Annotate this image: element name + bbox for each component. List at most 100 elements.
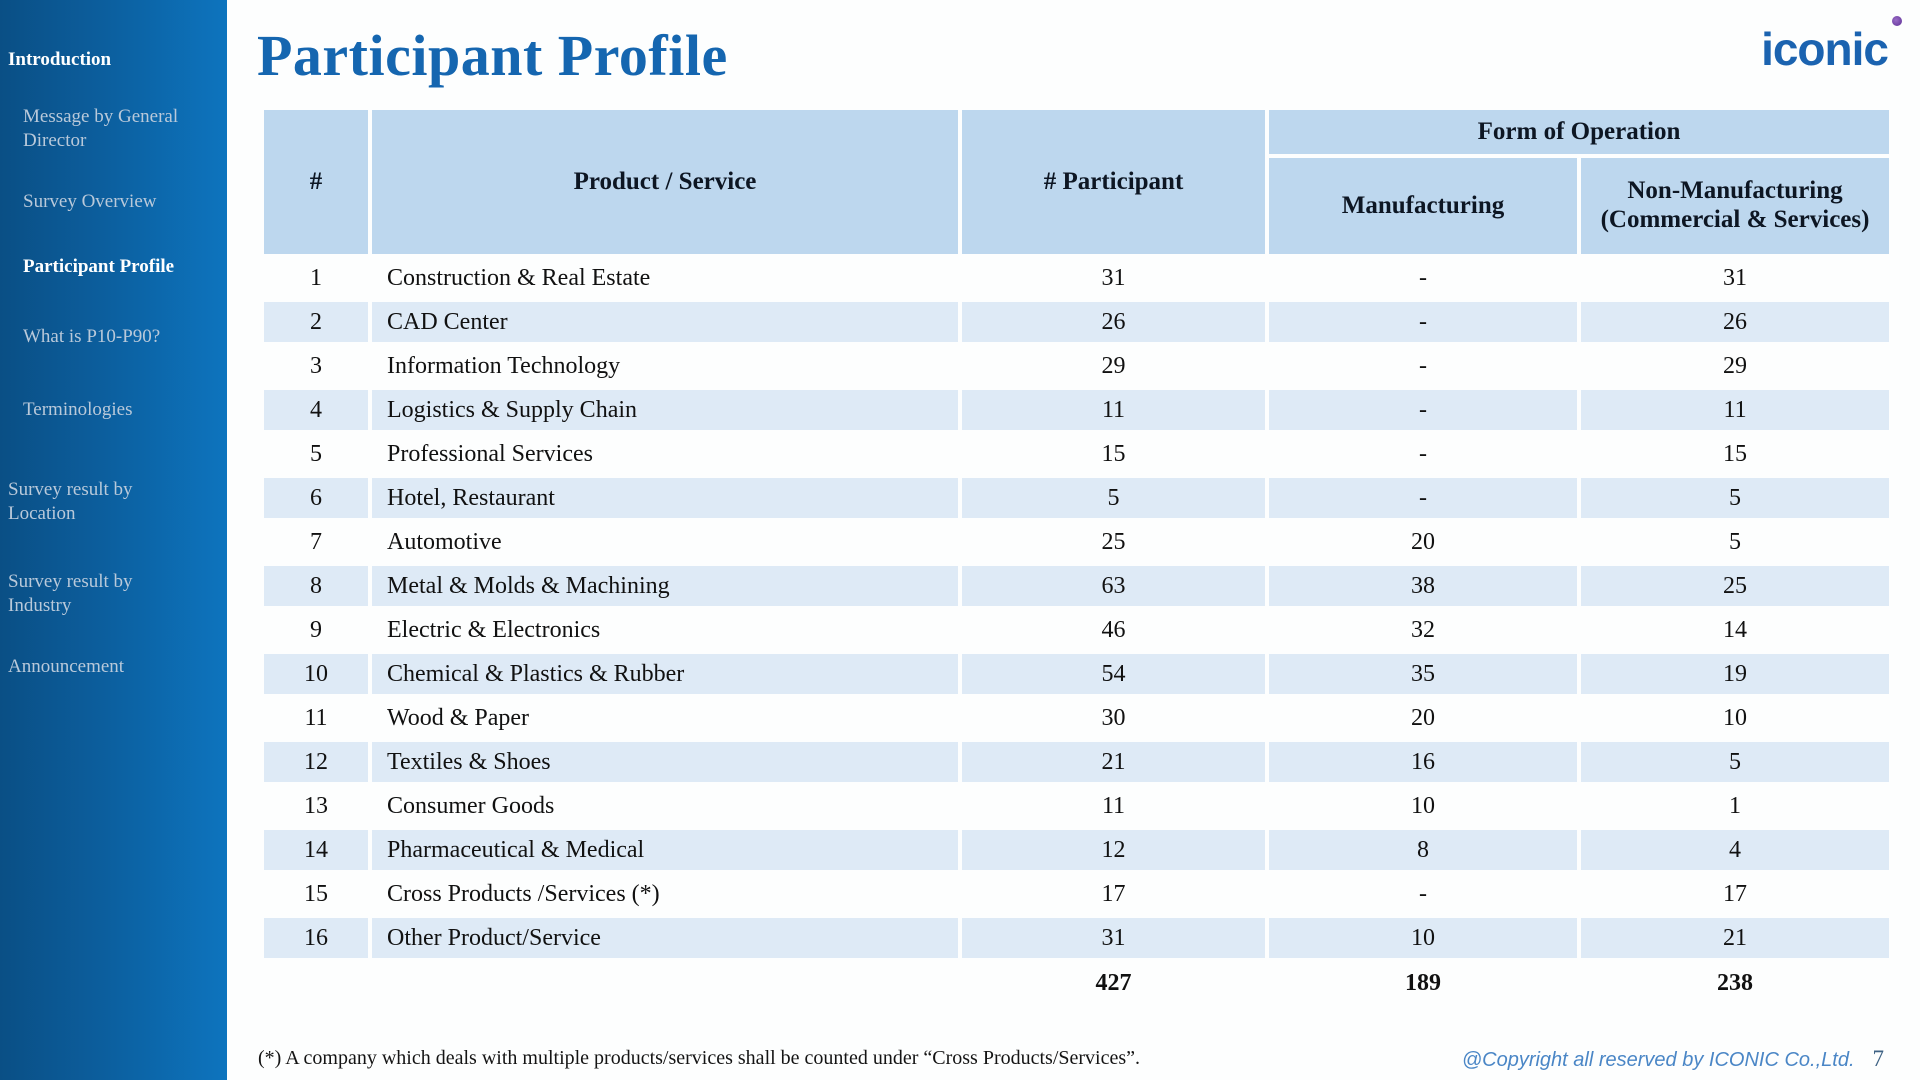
cell-participant: 26 xyxy=(962,302,1265,342)
table-row: 10 Chemical & Plastics & Rubber 54 35 19 xyxy=(264,654,1890,694)
cell-participant: 46 xyxy=(1101,616,1126,643)
cell-non-manufacturing: 10 xyxy=(1723,704,1747,731)
cell-num: 12 xyxy=(264,742,368,782)
cell-participant: 31 xyxy=(1101,264,1126,291)
cell-product: CAD Center xyxy=(372,302,958,342)
cell-manufacturing: - xyxy=(1419,352,1427,379)
sidebar-item-introduction[interactable]: Introduction xyxy=(8,49,112,70)
cell-num: 2 xyxy=(264,302,368,342)
sidebar-item-what-is-p10-p90[interactable]: What is P10-P90? xyxy=(23,326,161,347)
col-header-non-manufacturing: Non-Manufacturing (Commercial & Services… xyxy=(1581,158,1890,254)
cell-empty xyxy=(264,962,368,1004)
slide-content: iconic Participant Profile # Product / S… xyxy=(227,0,1920,1080)
sidebar-item-survey-overview[interactable]: Survey Overview xyxy=(23,191,157,212)
cell-manufacturing: 10 xyxy=(1411,792,1435,819)
total-participant: 427 xyxy=(1095,969,1132,996)
footnote: (*) A company which deals with multiple … xyxy=(258,1047,1141,1069)
cell-non-manufacturing: 1 xyxy=(1729,792,1741,819)
cell-manufacturing: 16 xyxy=(1269,742,1577,782)
cell-product: Information Technology xyxy=(387,352,621,379)
table-row: 16 Other Product/Service 31 10 21 xyxy=(264,918,1890,958)
cell-manufacturing: - xyxy=(1419,880,1427,907)
cell-product: Cross Products /Services (*) xyxy=(387,880,660,907)
cell-manufacturing: 10 xyxy=(1269,918,1577,958)
cell-participant: 54 xyxy=(962,654,1265,694)
table-row: 4 Logistics & Supply Chain 11 - 11 xyxy=(264,390,1890,430)
cell-non-manufacturing: 17 xyxy=(1723,880,1747,907)
cell-num: 3 xyxy=(310,352,322,379)
cell-num: 8 xyxy=(264,566,368,606)
col-header-product: Product / Service xyxy=(372,110,958,254)
col-header-num: # xyxy=(264,110,368,254)
table-row: 15 Cross Products /Services (*) 17 - 17 xyxy=(264,874,1889,914)
cell-manufacturing: - xyxy=(1419,264,1427,291)
cell-non-manufacturing: 26 xyxy=(1581,302,1890,342)
cell-empty xyxy=(372,962,958,1004)
cell-manufacturing: 35 xyxy=(1269,654,1577,694)
table-row: 9 Electric & Electronics 46 32 14 xyxy=(264,610,1889,650)
cell-participant: 15 xyxy=(1101,440,1126,467)
table-row: 11 Wood & Paper 30 20 10 xyxy=(264,698,1889,738)
table-row: 7 Automotive 25 20 5 xyxy=(264,522,1889,562)
cell-num: 1 xyxy=(310,264,322,291)
sidebar-item-survey-result-by-industry[interactable]: Survey result by Industry xyxy=(8,571,133,616)
cell-num: 15 xyxy=(304,880,328,907)
copyright-text: @Copyright all reserved by ICONIC Co.,Lt… xyxy=(1461,1049,1855,1071)
cell-manufacturing: - xyxy=(1269,478,1577,518)
cell-manufacturing: - xyxy=(1269,302,1577,342)
cell-num: 10 xyxy=(264,654,368,694)
cell-non-manufacturing: 5 xyxy=(1581,742,1890,782)
cell-manufacturing: - xyxy=(1419,440,1427,467)
cell-num: 13 xyxy=(304,792,328,819)
cell-participant: 63 xyxy=(962,566,1265,606)
cell-product: Electric & Electronics xyxy=(387,616,601,643)
cell-non-manufacturing: 15 xyxy=(1723,440,1747,467)
page-title: Participant Profile xyxy=(257,23,728,88)
cell-product: Metal & Molds & Machining xyxy=(372,566,958,606)
table-row: 2 CAD Center 26 - 26 xyxy=(264,302,1890,342)
cell-participant: 31 xyxy=(962,918,1265,958)
page-number: 7 xyxy=(1872,1046,1885,1071)
footer: @Copyright all reserved by ICONIC Co.,Lt… xyxy=(1462,1046,1884,1072)
cell-num: 14 xyxy=(264,830,368,870)
cell-product: Pharmaceutical & Medical xyxy=(372,830,958,870)
sidebar-item-survey-result-by-location[interactable]: Survey result by Location xyxy=(8,479,133,524)
sidebar-item-message-by-general-director[interactable]: Message by General Director xyxy=(23,106,179,151)
cell-participant: 25 xyxy=(1101,528,1126,555)
cell-manufacturing: - xyxy=(1269,390,1577,430)
cell-non-manufacturing: 29 xyxy=(1723,352,1747,379)
cell-manufacturing: 20 xyxy=(1411,704,1435,731)
table-row: 8 Metal & Molds & Machining 63 38 25 xyxy=(264,566,1890,606)
cell-product: Hotel, Restaurant xyxy=(372,478,958,518)
cell-num: 5 xyxy=(310,440,322,467)
cell-participant: 30 xyxy=(1101,704,1126,731)
cell-non-manufacturing: 11 xyxy=(1581,390,1890,430)
cell-manufacturing: 38 xyxy=(1269,566,1577,606)
col-header-manufacturing: Manufacturing xyxy=(1269,158,1577,254)
sidebar-item-announcement[interactable]: Announcement xyxy=(8,656,125,677)
cell-product: Chemical & Plastics & Rubber xyxy=(372,654,958,694)
cell-product: Wood & Paper xyxy=(387,704,530,731)
cell-product: Construction & Real Estate xyxy=(387,264,651,291)
cell-participant: 29 xyxy=(1101,352,1126,379)
sidebar-item-participant-profile[interactable]: Participant Profile xyxy=(23,256,175,277)
cell-num: 4 xyxy=(264,390,368,430)
cell-non-manufacturing: 5 xyxy=(1729,528,1741,555)
cell-product: Automotive xyxy=(387,528,502,555)
participant-table: # Product / Service # Participant Form o… xyxy=(260,106,1893,1008)
table-row: 1 Construction & Real Estate 31 - 31 xyxy=(264,258,1889,298)
cell-participant: 12 xyxy=(962,830,1265,870)
table-row: 13 Consumer Goods 11 10 1 xyxy=(264,786,1889,826)
cell-non-manufacturing: 14 xyxy=(1723,616,1747,643)
logo: iconic xyxy=(1752,8,1902,88)
cell-num: 16 xyxy=(264,918,368,958)
cell-non-manufacturing: 21 xyxy=(1581,918,1890,958)
sidebar-item-terminologies[interactable]: Terminologies xyxy=(23,399,133,420)
cell-non-manufacturing: 4 xyxy=(1581,830,1890,870)
total-non-manufacturing: 238 xyxy=(1717,969,1753,996)
cell-product: Professional Services xyxy=(387,440,593,467)
cell-product: Textiles & Shoes xyxy=(372,742,958,782)
cell-num: 9 xyxy=(310,616,322,643)
cell-non-manufacturing: 19 xyxy=(1581,654,1890,694)
iconic-logo: iconic xyxy=(1761,23,1889,75)
